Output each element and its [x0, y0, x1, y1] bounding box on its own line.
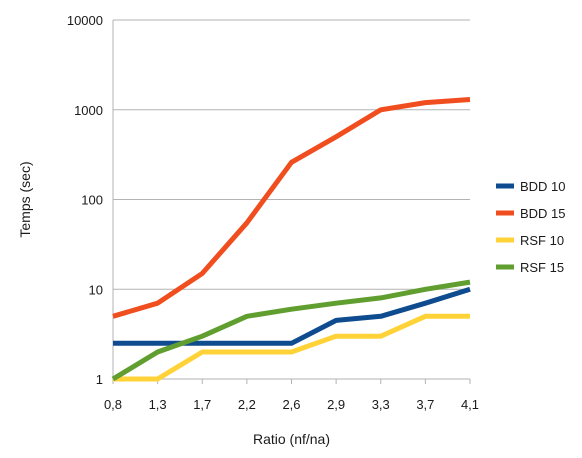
y-tick-label: 1000 [74, 103, 103, 118]
x-tick-label: 1,7 [193, 397, 211, 412]
legend: BDD 10 BDD 15 RSF 10 RSF 15 [496, 179, 566, 275]
x-tick-label: 2,2 [238, 397, 256, 412]
x-axis-title: Ratio (nf/na) [253, 431, 330, 447]
series-layer [113, 100, 470, 380]
legend-label-bdd-10: BDD 10 [520, 179, 566, 194]
x-tick-label: 1,3 [149, 397, 167, 412]
legend-label-rsf-15: RSF 15 [520, 260, 564, 275]
y-tick-label: 1 [96, 372, 103, 387]
x-tick-label: 2,9 [327, 397, 345, 412]
legend-label-rsf-10: RSF 10 [520, 233, 564, 248]
x-tick-label: 0,8 [104, 397, 122, 412]
y-axis-title: Temps (sec) [17, 161, 33, 237]
x-tick-label: 3,3 [372, 397, 390, 412]
x-tick-label: 2,6 [282, 397, 300, 412]
y-tick-label: 100 [81, 193, 103, 208]
y-tick-label: 10000 [67, 13, 103, 28]
x-tick-label: 4,1 [461, 397, 479, 412]
series-line-bdd-15 [113, 100, 470, 317]
grid-layer [113, 20, 470, 379]
axis-layer [113, 20, 470, 384]
legend-label-bdd-15: BDD 15 [520, 206, 566, 221]
y-tick-label: 10 [89, 282, 103, 297]
x-tick-label: 3,7 [416, 397, 434, 412]
